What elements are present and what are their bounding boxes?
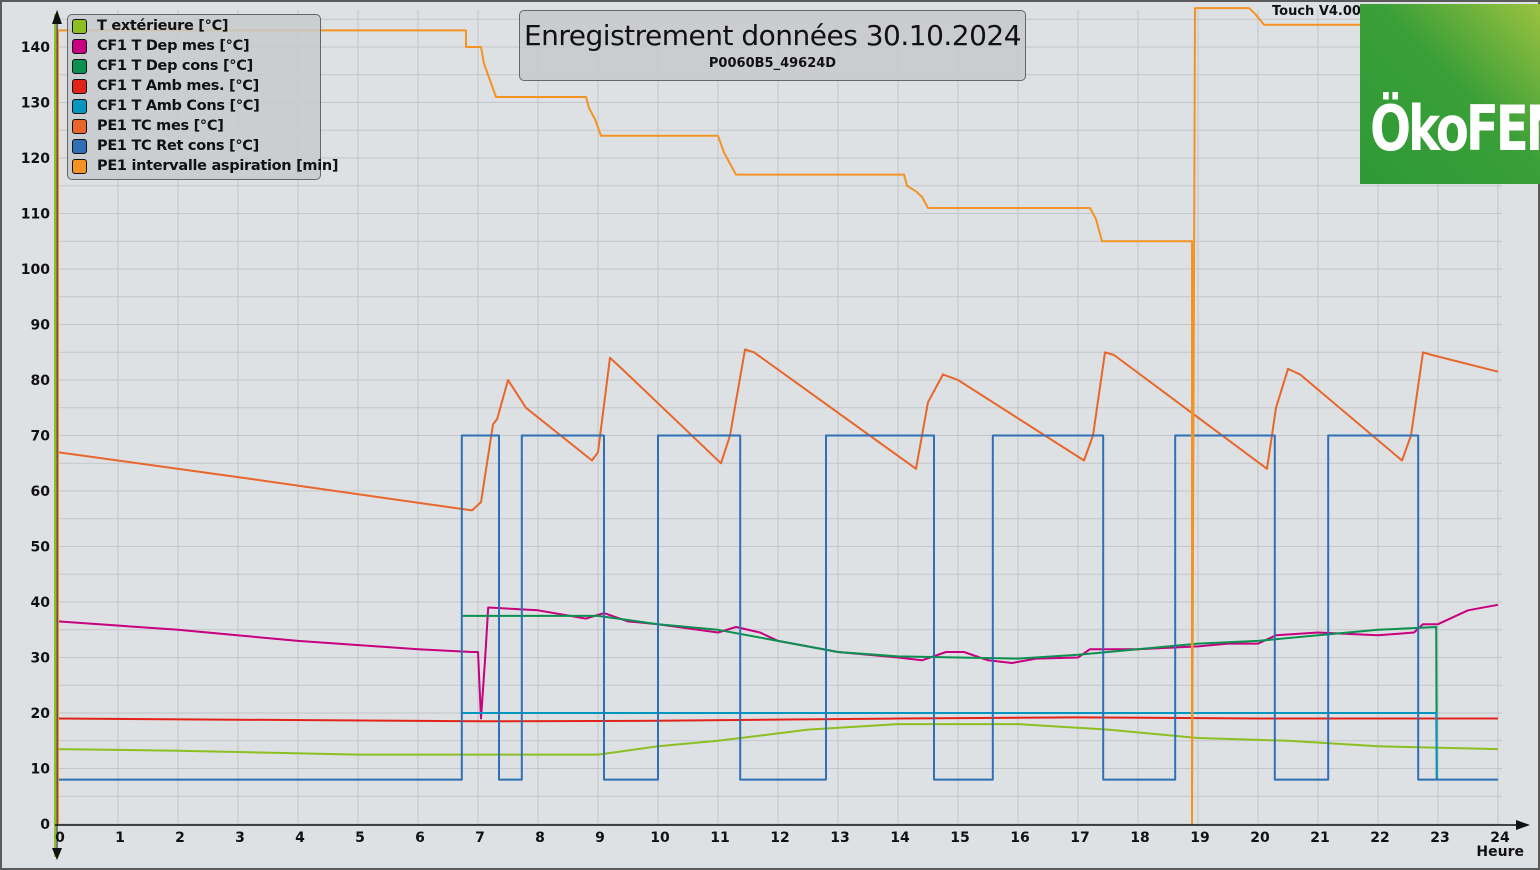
legend: T extérieure [°C] CF1 T Dep mes [°C] CF1 T… [67, 14, 339, 180]
y-tick-label: 100 [21, 262, 50, 278]
legend-label: CF1 T Dep cons [°C] [97, 58, 253, 74]
y-axis-arrow-down-icon [52, 848, 62, 860]
series-line-6 [58, 434, 1498, 781]
y-tick-label: 60 [31, 484, 51, 500]
x-tick-label: 6 [415, 830, 425, 846]
x-tick-label: 9 [595, 830, 605, 846]
legend-label: T extérieure [°C] [97, 18, 229, 34]
x-tick-label: 21 [1310, 830, 1329, 846]
y-tick-label: 110 [21, 207, 50, 223]
legend-item: PE1 intervalle aspiration [min] [72, 156, 339, 176]
legend-label: PE1 TC mes [°C] [97, 118, 224, 134]
series-line-5 [57, 348, 1499, 512]
x-tick-label: 2 [175, 830, 185, 846]
logo-text: ÖkoFEN [1370, 92, 1540, 165]
y-tick-label: 80 [31, 373, 51, 389]
legend-label: CF1 T Dep mes [°C] [97, 38, 250, 54]
version-label: Touch V4.00b [1272, 4, 1371, 19]
legend-item: CF1 T Dep mes [°C] [72, 36, 250, 56]
series-line-2 [461, 614, 1438, 780]
y-tick-label: 140 [21, 40, 50, 56]
x-tick-label: 7 [475, 830, 485, 846]
x-tick-label: 4 [295, 830, 305, 846]
x-tick-label: 18 [1130, 830, 1149, 846]
legend-swatch [72, 38, 87, 54]
y-tick-label: 30 [31, 651, 51, 667]
y-tick-label: 10 [31, 762, 51, 778]
legend-swatch [72, 138, 87, 154]
x-tick-label: 10 [650, 830, 670, 846]
title-box: Enregistrement données 30.10.2024 P0060B… [519, 10, 1026, 81]
legend-swatch [72, 78, 87, 94]
series-line-4 [461, 712, 1438, 780]
y-tick-label: 130 [21, 96, 50, 112]
series-line-0 [57, 723, 1499, 756]
okofen-logo: ÖkoFEN [1360, 4, 1540, 184]
legend-swatch [72, 158, 87, 174]
legend-item: PE1 TC Ret cons [°C] [72, 136, 259, 156]
chart-title: Enregistrement données 30.10.2024 [523, 19, 1022, 52]
chart-subtitle: P0060B5_49624D [708, 56, 837, 71]
y-tick-label: 120 [21, 151, 50, 167]
x-tick-label: 13 [830, 830, 849, 846]
legend-item: CF1 T Dep cons [°C] [72, 56, 253, 76]
x-tick-label: 24 [1490, 830, 1510, 846]
legend-item: CF1 T Amb mes. [°C] [72, 76, 259, 96]
x-tick-label: 22 [1370, 830, 1389, 846]
y-axis-arrow-icon [52, 10, 62, 24]
legend-swatch [72, 58, 87, 74]
y-tick-label: 70 [31, 429, 51, 445]
y-tick-label: 90 [31, 318, 51, 334]
series-line-1 [57, 603, 1499, 720]
x-tick-label: 3 [235, 830, 245, 846]
x-axis-arrow-icon [1516, 820, 1530, 830]
x-tick-label: 5 [355, 830, 365, 846]
legend-label: PE1 intervalle aspiration [min] [97, 158, 339, 174]
legend-item: T extérieure [°C] [72, 16, 229, 36]
x-tick-label: 12 [770, 830, 789, 846]
x-tick-label: 20 [1250, 830, 1270, 846]
y-tick-label: 20 [31, 706, 51, 722]
series-line-7 [57, 7, 1498, 825]
y-tick-label: 50 [31, 540, 51, 556]
x-tick-label: 19 [1190, 830, 1209, 846]
legend-swatch [72, 98, 87, 114]
legend-label: CF1 T Amb mes. [°C] [97, 78, 259, 94]
x-tick-label: 23 [1430, 830, 1449, 846]
x-tick-label: 0 [55, 830, 65, 846]
legend-label: CF1 T Amb Cons [°C] [97, 98, 260, 114]
x-axis-label: Heure [1476, 844, 1524, 860]
x-tick-label: 14 [890, 830, 910, 846]
legend-swatch [72, 118, 87, 134]
legend-item: PE1 TC mes [°C] [72, 116, 224, 136]
x-tick-label: 17 [1070, 830, 1089, 846]
legend-label: PE1 TC Ret cons [°C] [97, 138, 259, 154]
y-tick-label: 40 [31, 595, 51, 611]
x-tick-label: 11 [710, 830, 729, 846]
x-tick-label: 15 [950, 830, 969, 846]
x-tick-label: 1 [115, 830, 125, 846]
legend-swatch [72, 18, 87, 34]
legend-item: CF1 T Amb Cons [°C] [72, 96, 260, 116]
series-line-3 [57, 716, 1498, 723]
x-tick-label: 16 [1010, 830, 1029, 846]
x-tick-label: 8 [535, 830, 545, 846]
y-tick-label: 0 [40, 817, 50, 833]
